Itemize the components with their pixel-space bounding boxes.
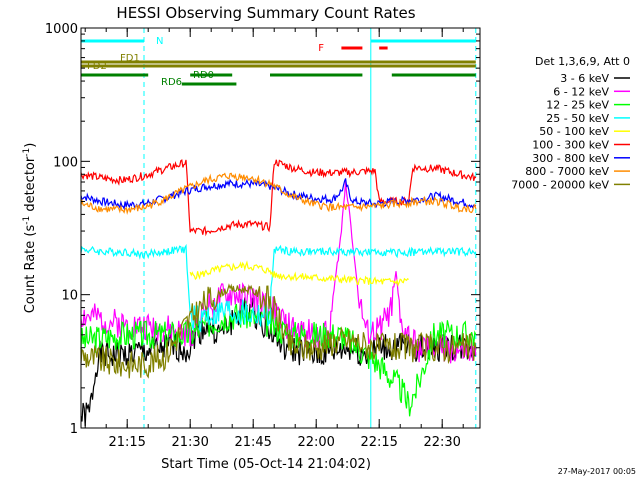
series-line-3 <box>80 243 477 333</box>
annotation-label-f: F <box>318 43 324 54</box>
y-tick-label-2: 100 <box>53 155 78 170</box>
x-tick-label-3: 22:00 <box>297 435 334 450</box>
legend-label-8: 7000 - 20000 keV <box>511 178 609 191</box>
y-axis-label-sup1: -1 <box>22 216 32 225</box>
x-axis-ticks: 21:15 21:30 21:45 22:00 22:15 22:30 <box>84 28 464 450</box>
x-tick-label-4: 22:15 <box>360 435 397 450</box>
legend-label-5: 100 - 300 keV <box>532 139 609 152</box>
legend-label-1: 6 - 12 keV <box>553 85 609 98</box>
legend-label-6: 300 - 800 keV <box>532 152 609 165</box>
legend-label-0: 3 - 6 keV <box>560 72 609 85</box>
x-tick-label-0: 21:15 <box>108 435 145 450</box>
plot-frame <box>80 27 481 429</box>
annotation-label-n: N <box>156 36 163 47</box>
y-tick-label-3: 1000 <box>45 22 78 37</box>
y-axis-label-end: ) <box>23 143 38 148</box>
footer-date: 27-May-2017 00:05 <box>558 467 636 476</box>
series-line-7 <box>80 172 477 215</box>
legend-label-2: 12 - 25 keV <box>546 99 609 112</box>
annotation-label-rd0: RD0 <box>193 70 214 81</box>
annotation-label-rd6: RD6 <box>161 77 182 88</box>
y-axis-label: Count Rate (s-1 detector-1) <box>22 143 38 314</box>
series-line-5 <box>80 159 477 237</box>
x-axis-label: Start Time (05-Oct-14 21:04:02) <box>161 457 371 472</box>
x-tick-label-1: 21:30 <box>171 435 208 450</box>
series-line-8 <box>80 283 477 379</box>
series-line-4 <box>189 260 409 287</box>
x-tick-label-5: 22:30 <box>423 435 460 450</box>
annotation-label-fd2: FD2 <box>87 61 107 72</box>
chart-title: HESSI Observing Summary Count Rates <box>116 4 415 22</box>
y-tick-label-1: 10 <box>61 289 78 304</box>
annotation-label-fd1: FD1 <box>120 53 140 64</box>
y-tick-label-0: 1 <box>70 422 78 437</box>
y-axis-label-mid: detector <box>23 156 38 216</box>
series-lines <box>80 159 477 427</box>
observing-annotations: N F FD1 FD2 RD0 RD6 <box>81 36 476 88</box>
legend-label-4: 50 - 100 keV <box>539 125 609 138</box>
y-axis-label-sup2: -1 <box>22 148 32 157</box>
y-axis-label-main: Count Rate (s <box>23 225 38 314</box>
legend-label-3: 25 - 50 keV <box>546 112 609 125</box>
legend-header: Det 1,3,6,9, Att 0 <box>535 55 630 68</box>
series-line-2 <box>80 300 477 417</box>
x-tick-label-2: 21:45 <box>234 435 271 450</box>
y-axis-ticks: 1 10 100 1000 <box>45 22 480 437</box>
legend-label-7: 800 - 7000 keV <box>525 165 609 178</box>
